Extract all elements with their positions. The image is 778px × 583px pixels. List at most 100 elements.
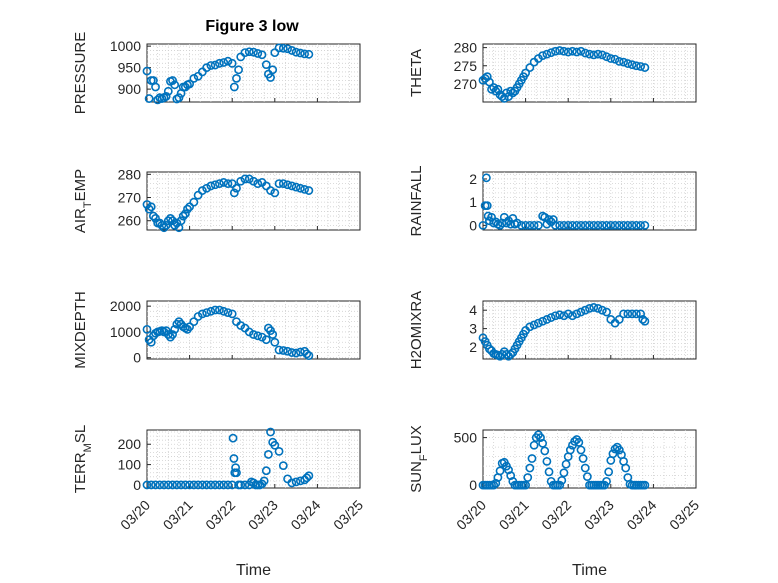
data-point [172, 480, 182, 490]
data-point [602, 220, 611, 230]
data-point [585, 303, 594, 313]
data-point [261, 60, 271, 70]
data-point [227, 309, 237, 319]
data-point [148, 211, 158, 221]
data-point [268, 65, 278, 75]
data-point [232, 73, 241, 83]
y-tick-label: 900 [118, 81, 142, 97]
data-point [266, 186, 275, 195]
data-point [597, 50, 607, 60]
data-point [144, 204, 154, 214]
data-point [163, 216, 173, 226]
x-axis-label: Time [572, 562, 607, 579]
data-point [631, 61, 641, 71]
data-point [478, 220, 488, 230]
chart-panel-6: 2 3 4 H2OMIXRA [408, 291, 697, 369]
data-point [142, 480, 152, 490]
data-point [608, 449, 618, 459]
data-point [274, 43, 284, 53]
chart-panel-5: 0 1000 2000 MIXDEPTH [72, 291, 361, 369]
data-point [527, 454, 537, 463]
data-point [172, 218, 182, 228]
data-point [210, 305, 220, 315]
y-tick-label: 260 [118, 213, 142, 229]
data-point [206, 181, 216, 191]
data-point [525, 322, 535, 332]
data-point [602, 476, 611, 486]
data-point [210, 180, 220, 190]
y-axis-label: PRESSURE [72, 32, 89, 115]
data-point [274, 179, 284, 188]
x-tick-label: 03/23 [245, 497, 281, 533]
data-point [559, 46, 569, 56]
data-point [174, 93, 184, 103]
data-point [193, 480, 203, 490]
data-point [614, 445, 624, 455]
data-point [610, 220, 620, 230]
data-point [278, 43, 288, 53]
chart-panel-3: 260 270 280 AIRTEMP [72, 166, 361, 233]
data-point [568, 220, 577, 230]
data-point [578, 454, 588, 463]
data-point [551, 220, 560, 230]
data-point [542, 456, 552, 466]
data-point [232, 183, 241, 193]
data-point [159, 480, 169, 490]
data-point [529, 220, 539, 230]
data-point [159, 223, 169, 233]
data-point [623, 59, 633, 68]
data-point [493, 84, 503, 94]
data-point [640, 63, 650, 72]
data-point [189, 197, 199, 207]
data-point [529, 320, 539, 330]
data-point [489, 480, 499, 490]
data-point [602, 52, 611, 62]
data-point [295, 48, 305, 58]
data-point [227, 480, 237, 490]
y-axis-label: AIRTEMP [72, 169, 94, 233]
data-point [142, 66, 152, 76]
data-point [283, 346, 292, 356]
data-point [283, 44, 292, 54]
data-point [580, 463, 590, 473]
data-point [253, 331, 263, 341]
data-point [261, 466, 271, 476]
data-point [559, 468, 569, 478]
y-tick-label: 0 [133, 350, 141, 366]
data-point [223, 308, 233, 317]
data-point [210, 480, 220, 490]
data-point [168, 330, 177, 339]
data-point [533, 318, 543, 328]
data-point [240, 48, 250, 57]
x-tick-label: 03/21 [160, 497, 196, 533]
axes-box [146, 171, 361, 231]
data-point [178, 211, 188, 221]
y-axis-label: TERRMSL [72, 425, 94, 493]
data-point [627, 220, 637, 230]
data-point [572, 309, 582, 319]
data-point [168, 76, 177, 85]
data-point [593, 49, 603, 59]
x-tick-label: 03/22 [538, 497, 574, 533]
data-point [627, 60, 637, 70]
data-point [210, 60, 220, 70]
data-point [521, 220, 530, 230]
data-point [585, 49, 594, 59]
data-point [283, 180, 292, 190]
data-point [146, 480, 156, 490]
data-point [223, 480, 233, 490]
data-point [559, 220, 569, 230]
data-point [189, 317, 199, 327]
data-point [555, 480, 565, 490]
data-point [215, 480, 224, 490]
data-point [604, 467, 614, 477]
data-point [593, 303, 603, 313]
data-point [155, 480, 165, 490]
data-point [597, 305, 607, 315]
data-point [525, 63, 535, 72]
data-point [502, 218, 511, 228]
data-point [146, 202, 156, 212]
data-point [266, 427, 275, 437]
data-point [295, 183, 305, 193]
data-point [206, 480, 216, 490]
